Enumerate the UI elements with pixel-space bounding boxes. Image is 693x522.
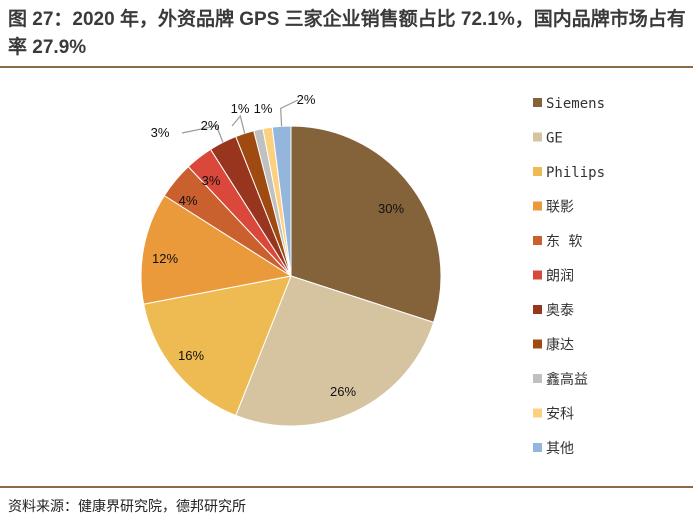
source-note: 资料来源：健康界研究院，德邦研究所 — [8, 499, 246, 515]
legend-label-3: 联影 — [546, 200, 574, 216]
legend-swatch-3 — [533, 201, 542, 211]
legend-swatch-6 — [533, 305, 542, 314]
legend-swatch-2 — [533, 167, 542, 176]
data-label-2: 16% — [178, 348, 204, 363]
legend-swatch-9 — [533, 408, 542, 418]
data-label-8: 1% — [231, 101, 250, 116]
legend-label-2: Philips — [546, 165, 605, 181]
data-label-1: 26% — [330, 384, 356, 399]
legend-label-5: 朗润 — [546, 269, 574, 285]
legend-label-7: 康达 — [546, 337, 574, 354]
legend-label-1: GE — [546, 131, 563, 147]
legend-label-9: 安科 — [546, 407, 574, 423]
data-label-10: 2% — [297, 92, 316, 107]
pie-slice-10 — [271, 125, 292, 277]
legend-swatch-4 — [533, 236, 542, 245]
legend-label-10: 其他 — [546, 441, 574, 457]
legend-swatch-5 — [533, 270, 542, 280]
legend-swatch-10 — [533, 443, 542, 452]
leader-line-6 — [181, 125, 224, 143]
source-rule — [0, 486, 693, 488]
legend-label-8: 鑫高益 — [546, 371, 588, 388]
pie-slice-0 — [290, 125, 442, 323]
leader-line-7 — [231, 114, 246, 134]
data-label-0: 30% — [378, 201, 404, 216]
data-label-9: 1% — [254, 101, 273, 116]
legend-swatch-8 — [533, 374, 542, 383]
legend-swatch-0 — [533, 98, 542, 107]
legend-label-6: 奥泰 — [546, 302, 574, 319]
title-rule — [0, 66, 693, 68]
pie-slice-2 — [143, 275, 292, 417]
pie-slice-1 — [235, 275, 435, 427]
data-label-4: 4% — [179, 193, 198, 208]
data-label-6: 3% — [151, 125, 170, 140]
pie-slice-3 — [140, 194, 293, 305]
legend-label-4: 东 软 — [546, 234, 582, 250]
leader-line-10 — [280, 99, 299, 127]
data-label-5: 3% — [202, 173, 221, 188]
data-label-7: 2% — [201, 118, 220, 133]
legend-label-0: Siemens — [546, 96, 605, 112]
data-label-3: 12% — [152, 251, 178, 266]
figure-title: 图 27：2020 年，外资品牌 GPS 三家企业销售额占比 72.1%，国内品… — [8, 9, 686, 58]
legend-swatch-1 — [533, 132, 542, 142]
legend-swatch-7 — [533, 339, 542, 349]
